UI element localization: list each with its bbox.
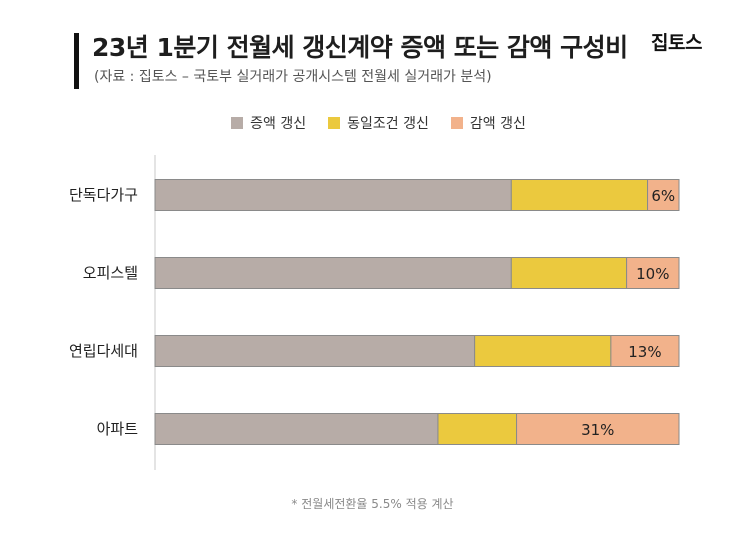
legend-swatch-decrease xyxy=(450,117,463,129)
bar-segment-increase xyxy=(154,413,439,445)
chart-title: 23년 1분기 전월세 갱신계약 증액 또는 감액 구성비 xyxy=(92,33,628,62)
bar-segment-increase xyxy=(154,179,512,211)
category-label: 연립다세대 xyxy=(69,342,138,360)
legend-label-increase: 증액 갱신 xyxy=(250,116,307,132)
bar-segment-decrease xyxy=(626,257,680,289)
footnote: * 전월세전환율 5.5% 적용 계산 xyxy=(291,497,454,511)
bar-segment-decrease xyxy=(647,179,680,211)
chart-source: (자료 : 집토스 – 국토부 실거래가 공개시스템 전월세 실거래가 분석) xyxy=(94,69,492,85)
bar-segment-same xyxy=(510,179,649,211)
brand-logo: 집토스 xyxy=(651,32,702,54)
bar-segment-increase xyxy=(154,257,512,289)
data-label-decrease: 6% xyxy=(651,187,675,205)
bar-segment-increase xyxy=(154,335,476,367)
legend-item-same: 동일조건 갱신 xyxy=(328,113,429,133)
data-label-decrease: 10% xyxy=(636,265,669,283)
legend-label-decrease: 감액 갱신 xyxy=(469,116,526,132)
chart-legend: 증액 갱신 동일조건 갱신 감액 갱신 xyxy=(0,113,745,133)
category-label: 오피스텔 xyxy=(83,264,138,282)
bar-segment-same xyxy=(437,413,518,445)
legend-label-same: 동일조건 갱신 xyxy=(347,116,429,132)
category-label: 단독다가구 xyxy=(69,186,138,204)
bar-segment-decrease xyxy=(610,335,680,367)
bar-segment-same xyxy=(510,257,628,289)
data-label-decrease: 13% xyxy=(628,343,661,361)
legend-swatch-increase xyxy=(231,117,244,129)
category-label: 아파트 xyxy=(97,420,139,438)
legend-swatch-same xyxy=(328,117,341,129)
legend-item-decrease: 감액 갱신 xyxy=(450,113,526,133)
bar-segment-decrease xyxy=(516,413,680,445)
data-label-decrease: 31% xyxy=(581,421,614,439)
legend-item-increase: 증액 갱신 xyxy=(231,113,306,133)
title-accent-bar xyxy=(74,33,79,89)
bar-segment-same xyxy=(474,335,612,367)
